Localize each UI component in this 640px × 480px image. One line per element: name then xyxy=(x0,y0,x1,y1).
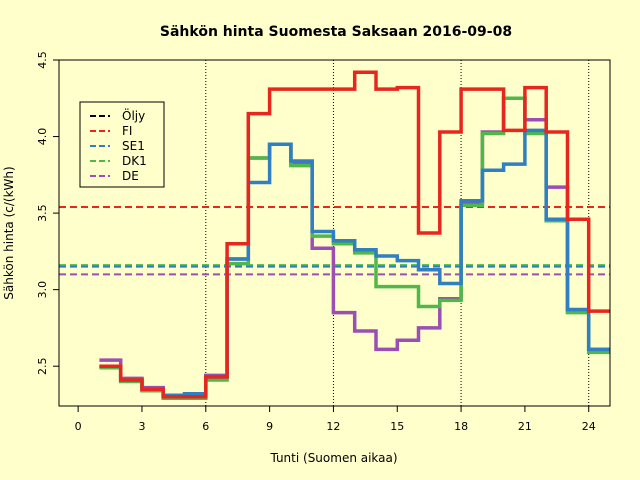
x-tick-label: 12 xyxy=(326,420,340,433)
y-tick-label: 2.5 xyxy=(36,357,49,375)
y-tick-label: 3.5 xyxy=(36,204,49,222)
series-line-se1 xyxy=(99,128,610,398)
legend-label: SE1 xyxy=(122,139,145,153)
x-tick-label: 6 xyxy=(202,420,209,433)
x-axis-label: Tunti (Suomen aikaa) xyxy=(269,451,397,465)
legend-item: FI xyxy=(90,124,132,138)
x-tick-label: 9 xyxy=(266,420,273,433)
y-tick-label: 4.0 xyxy=(36,128,49,146)
legend-label: FI xyxy=(122,124,132,138)
y-axis-label: Sähkön hinta (c/(kWh) xyxy=(2,166,16,299)
y-tick-label: 3.0 xyxy=(36,281,49,299)
x-tick-label: 21 xyxy=(518,420,532,433)
plot-frame xyxy=(58,59,611,407)
series-line-fi xyxy=(99,70,610,399)
plot-area: 0 3 6 9 12 15 18 21 24 2.5 3.0 3.5 4.0 4.5 ÖljyFISE1DK… xyxy=(36,51,611,433)
legend-item: Öljy xyxy=(90,107,145,123)
legend-label: DE xyxy=(122,169,139,183)
legend-item: SE1 xyxy=(90,139,145,153)
x-tick-label: 15 xyxy=(390,420,404,433)
legend-label: Öljy xyxy=(122,107,145,123)
chart-title: Sähkön hinta Suomesta Saksaan 2016-09-08 xyxy=(160,24,512,40)
x-tick-label: 3 xyxy=(138,420,145,433)
x-tick-label: 24 xyxy=(582,420,596,433)
legend-item: DE xyxy=(90,169,139,183)
y-tick-label: 4.5 xyxy=(36,51,49,69)
legend-label: DK1 xyxy=(122,154,147,168)
x-tick-label: 0 xyxy=(75,420,82,433)
x-tick-label: 18 xyxy=(454,420,468,433)
legend-item: DK1 xyxy=(90,154,147,168)
